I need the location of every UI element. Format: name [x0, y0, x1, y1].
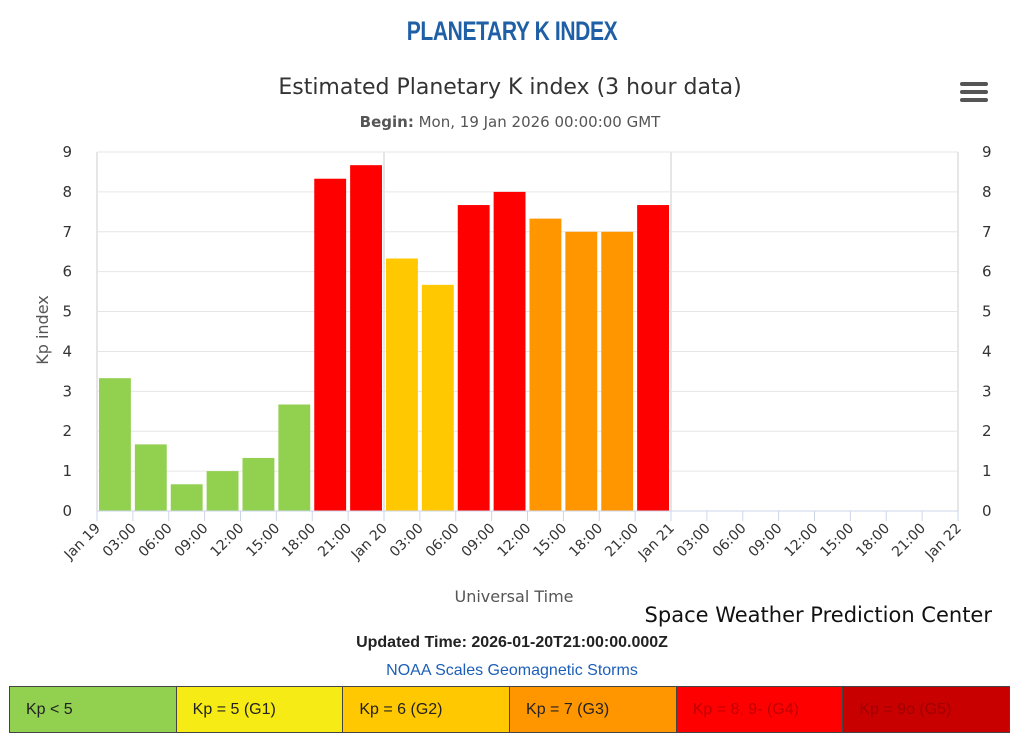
- x-tick-label: 21:00: [602, 521, 642, 561]
- x-tick-label: 03:00: [100, 521, 140, 561]
- updated-time: Updated Time: 2026-01-20T21:00:00.000Z: [356, 634, 668, 651]
- menu-bar: [960, 98, 988, 102]
- y-tick-label: 2: [62, 422, 72, 440]
- x-tick-label: Jan 19: [61, 521, 104, 564]
- legend-cell: Kp < 5: [10, 687, 177, 732]
- x-tick-label: 12:00: [781, 521, 821, 561]
- y-axis-title: Kp index: [33, 295, 52, 365]
- legend-cell: Kp = 8, 9- (G4): [676, 687, 844, 732]
- x-tick-label: 15:00: [243, 521, 283, 561]
- y-tick-label-right: 8: [982, 183, 992, 201]
- x-tick-label: 12:00: [207, 521, 247, 561]
- y-tick-label: 9: [62, 143, 72, 161]
- kp-index-chart: Estimated Planetary K index (3 hour data…: [33, 75, 993, 627]
- x-tick-label: 18:00: [566, 521, 606, 561]
- kp-bar: [386, 258, 418, 511]
- y-tick-label: 5: [62, 303, 72, 321]
- kp-bar: [242, 457, 275, 511]
- legend-cell: Kp = 5 (G1): [176, 687, 344, 732]
- hamburger-menu-icon[interactable]: [960, 82, 988, 106]
- x-tick-label: 03:00: [674, 521, 714, 561]
- y-tick-label: 8: [62, 183, 72, 201]
- x-tick-label: 15:00: [530, 521, 570, 561]
- kp-bar: [421, 284, 454, 511]
- y-tick-label-right: 2: [982, 422, 992, 440]
- y-tick-label-right: 3: [982, 382, 992, 400]
- x-tick-label: 18:00: [279, 521, 319, 561]
- kp-bar: [314, 178, 347, 511]
- y-tick-label-right: 9: [982, 143, 992, 161]
- kp-bar: [529, 218, 562, 511]
- subtitle-begin-value: Mon, 19 Jan 2026 00:00:00 GMT: [414, 113, 661, 131]
- y-tick-label-right: 6: [982, 263, 992, 281]
- x-tick-label: 06:00: [136, 521, 176, 561]
- x-tick-label: 09:00: [746, 521, 786, 561]
- x-tick-label: 09:00: [459, 521, 499, 561]
- y-tick-label-right: 4: [982, 342, 992, 360]
- y-tick-label: 4: [62, 342, 72, 360]
- y-tick-label-right: 1: [982, 462, 992, 480]
- x-tick-label: Jan 22: [922, 521, 965, 564]
- chart-credit: Space Weather Prediction Center: [645, 603, 993, 627]
- x-tick-label: 06:00: [710, 521, 750, 561]
- chart-title: Estimated Planetary K index (3 hour data…: [278, 75, 741, 100]
- page-banner-title: PLANETARY K INDEX: [406, 16, 618, 46]
- menu-bar: [960, 90, 988, 94]
- y-tick-label-right: 0: [982, 502, 992, 520]
- kp-bar: [99, 378, 131, 511]
- kp-bar: [206, 471, 239, 511]
- kp-bar: [637, 205, 669, 511]
- legend-cell: Kp = 7 (G3): [510, 687, 677, 732]
- kp-bar: [565, 231, 598, 511]
- grid-layer: [96, 151, 959, 512]
- noaa-scales-link[interactable]: NOAA Scales Geomagnetic Storms: [386, 662, 638, 679]
- y-tick-label: 1: [62, 462, 72, 480]
- storm-scale-legend: Kp < 5 Kp = 5 (G1) Kp = 6 (G2) Kp = 7 (G3) K…: [9, 686, 1010, 733]
- kp-bar: [170, 484, 203, 511]
- legend-cell: Kp = 6 (G2): [343, 687, 511, 732]
- x-tick-label: Jan 20: [348, 521, 391, 564]
- kp-bar: [134, 444, 167, 511]
- x-tick-label: 15:00: [817, 521, 857, 561]
- x-tick-label: 09:00: [172, 521, 212, 561]
- subtitle-begin-label: Begin:: [360, 113, 414, 131]
- kp-bar: [457, 205, 490, 511]
- x-tick-label: 21:00: [889, 521, 929, 561]
- x-axis-title: Universal Time: [454, 587, 573, 606]
- legend-cell: Kp = 9o (G5): [843, 687, 1010, 732]
- y-tick-label: 6: [62, 263, 72, 281]
- x-tick-label: 06:00: [423, 521, 463, 561]
- x-tick-label: 03:00: [387, 521, 427, 561]
- kp-bar: [278, 404, 311, 511]
- kp-bar: [350, 165, 382, 511]
- y-tick-label: 0: [62, 502, 72, 520]
- x-tick-label: 18:00: [853, 521, 893, 561]
- menu-bar: [960, 82, 988, 86]
- y-tick-label-right: 7: [982, 223, 992, 241]
- bar-layer: [99, 165, 669, 511]
- chart-subtitle: Begin: Mon, 19 Jan 2026 00:00:00 GMT: [360, 113, 661, 131]
- y-tick-label: 7: [62, 223, 72, 241]
- kp-bar: [601, 231, 634, 511]
- x-tick-label: 12:00: [494, 521, 534, 561]
- x-tick-label: 21:00: [315, 521, 355, 561]
- y-tick-label-right: 5: [982, 303, 992, 321]
- y-tick-label: 3: [62, 382, 72, 400]
- x-tick-label: Jan 21: [635, 521, 678, 564]
- kp-bar: [493, 191, 526, 511]
